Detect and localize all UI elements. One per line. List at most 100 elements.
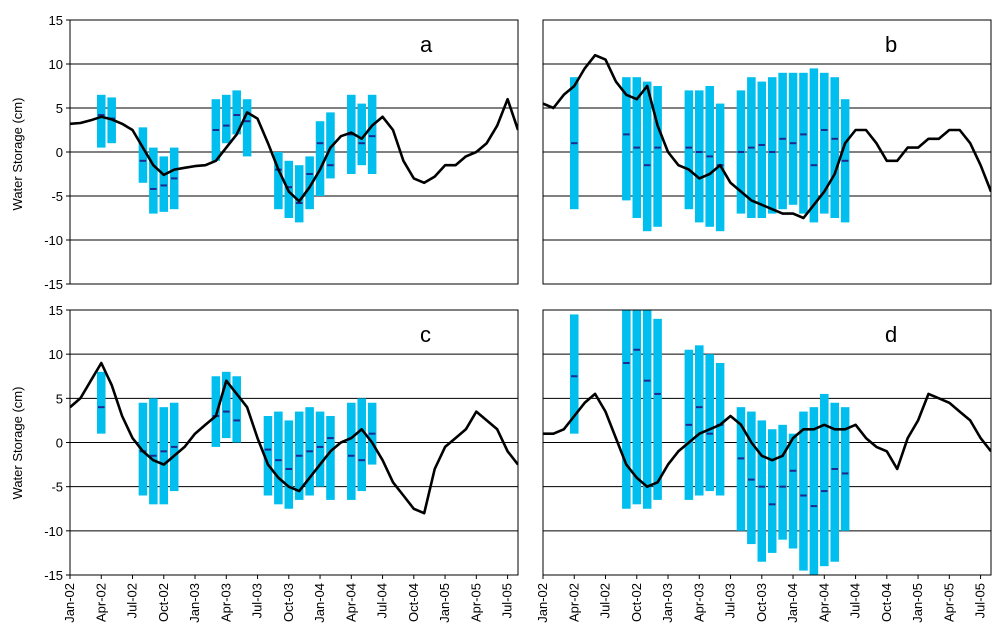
storage-line bbox=[70, 97, 518, 203]
y-tick-label: -15 bbox=[44, 277, 63, 292]
uncertainty-band bbox=[695, 90, 704, 223]
x-tick-label: Apr-05 bbox=[468, 583, 483, 622]
x-tick-label: Jul-05 bbox=[973, 583, 988, 618]
uncertainty-band bbox=[315, 121, 325, 196]
uncertainty-band bbox=[274, 152, 283, 210]
x-tick-label: Oct-02 bbox=[156, 583, 171, 622]
x-tick-label: Jul-02 bbox=[125, 583, 140, 618]
x-tick-label: Jan-04 bbox=[312, 583, 327, 623]
y-tick-label: -15 bbox=[44, 568, 63, 583]
uncertainty-band bbox=[622, 77, 631, 201]
y-tick-label: 5 bbox=[56, 101, 63, 116]
uncertainty-band bbox=[347, 402, 356, 500]
storage-line bbox=[70, 361, 518, 515]
uncertainty-band bbox=[367, 94, 377, 174]
uncertainty-band bbox=[642, 310, 652, 509]
plot-area bbox=[70, 90, 518, 223]
uncertainty-band bbox=[767, 429, 777, 553]
panel-label: d bbox=[885, 322, 897, 347]
panel-label: a bbox=[420, 32, 433, 57]
y-axis-label-top: Water Storage (cm) bbox=[10, 98, 25, 211]
x-tick-label: Apr-04 bbox=[343, 583, 358, 622]
panel-b: b bbox=[542, 19, 992, 285]
uncertainty-band bbox=[357, 103, 366, 166]
uncertainty-band bbox=[326, 416, 335, 500]
uncertainty-band bbox=[799, 72, 808, 214]
uncertainty-band bbox=[809, 68, 819, 223]
panel-frame bbox=[542, 19, 992, 285]
uncertainty-band bbox=[799, 411, 808, 571]
uncertainty-band bbox=[622, 310, 631, 509]
uncertainty-band bbox=[653, 318, 662, 500]
uncertainty-band bbox=[767, 77, 777, 214]
x-tick-label: Apr-03 bbox=[691, 583, 706, 622]
y-axis-label: Water Storage (cm) bbox=[10, 98, 25, 211]
y-tick-label: -10 bbox=[44, 524, 63, 539]
x-tick-label: Apr-02 bbox=[566, 583, 581, 622]
uncertainty-band bbox=[778, 72, 787, 210]
uncertainty-band bbox=[294, 165, 304, 223]
x-tick-label: Jul-04 bbox=[848, 583, 863, 618]
x-tick-label: Oct-02 bbox=[629, 583, 644, 622]
y-tick-label: 15 bbox=[49, 303, 63, 318]
uncertainty-band bbox=[840, 407, 850, 531]
x-tick-label: Jan-02 bbox=[62, 583, 77, 623]
y-tick-label: 10 bbox=[49, 347, 63, 362]
uncertainty-band bbox=[222, 371, 231, 439]
uncertainty-band bbox=[684, 90, 694, 210]
uncertainty-band bbox=[778, 424, 787, 540]
panel-frame bbox=[542, 309, 992, 576]
uncertainty-band bbox=[820, 72, 829, 214]
x-tick-label: Jan-04 bbox=[785, 583, 800, 623]
uncertainty-band bbox=[96, 371, 106, 434]
uncertainty-band bbox=[159, 156, 169, 212]
y-tick-label: -10 bbox=[44, 233, 63, 248]
uncertainty-band bbox=[788, 72, 798, 205]
x-tick-label: Jul-03 bbox=[250, 583, 265, 618]
uncertainty-band bbox=[788, 433, 798, 549]
uncertainty-band bbox=[315, 411, 325, 487]
y-tick-label: -5 bbox=[51, 480, 63, 495]
y-axis-label: Water Storage (cm) bbox=[10, 387, 25, 500]
plot-area bbox=[543, 53, 991, 232]
uncertainty-band bbox=[96, 94, 106, 148]
uncertainty-band bbox=[138, 127, 148, 183]
y-tick-label: 10 bbox=[49, 57, 63, 72]
plot-area bbox=[543, 310, 991, 575]
x-tick-label: Jul-04 bbox=[375, 583, 390, 618]
x-tick-label: Jul-02 bbox=[598, 583, 613, 618]
panel-a: a 15 10 5 0 -5 -10 -15 bbox=[44, 13, 519, 292]
uncertainty-band bbox=[715, 363, 725, 496]
x-tick-label: Apr-02 bbox=[93, 583, 108, 622]
x-tick-label: Jan-03 bbox=[187, 583, 202, 623]
x-tick-label: Jan-02 bbox=[535, 583, 550, 623]
uncertainty-band bbox=[242, 99, 252, 157]
uncertainty-band bbox=[653, 86, 662, 227]
x-tick-label: Oct-03 bbox=[281, 583, 296, 622]
storage-line bbox=[543, 392, 991, 488]
uncertainty-band bbox=[820, 393, 829, 567]
y-tick-label: 0 bbox=[56, 145, 63, 160]
x-tick-label: Apr-03 bbox=[218, 583, 233, 622]
uncertainty-band bbox=[705, 354, 714, 492]
y-tick-label: -5 bbox=[51, 189, 63, 204]
uncertainty-band bbox=[326, 112, 335, 179]
uncertainty-band bbox=[222, 94, 231, 144]
uncertainty-band bbox=[149, 147, 158, 214]
y-axis-label-bottom: Water Storage (cm) bbox=[10, 387, 25, 500]
x-tick-label: Apr-04 bbox=[816, 583, 831, 622]
uncertainty-band bbox=[642, 81, 652, 232]
x-tick-label: Oct-04 bbox=[879, 583, 894, 622]
uncertainty-band bbox=[569, 314, 579, 434]
uncertainty-band bbox=[284, 420, 294, 509]
uncertainty-band bbox=[830, 402, 839, 562]
x-tick-label: Jan-03 bbox=[660, 583, 675, 623]
y-tick-label: 5 bbox=[56, 391, 63, 406]
uncertainty-band bbox=[830, 77, 839, 218]
plot-area bbox=[70, 361, 518, 515]
x-tick-label: Jul-05 bbox=[500, 583, 515, 618]
x-tick-label: Apr-05 bbox=[941, 583, 956, 622]
panel-label: c bbox=[420, 322, 431, 347]
